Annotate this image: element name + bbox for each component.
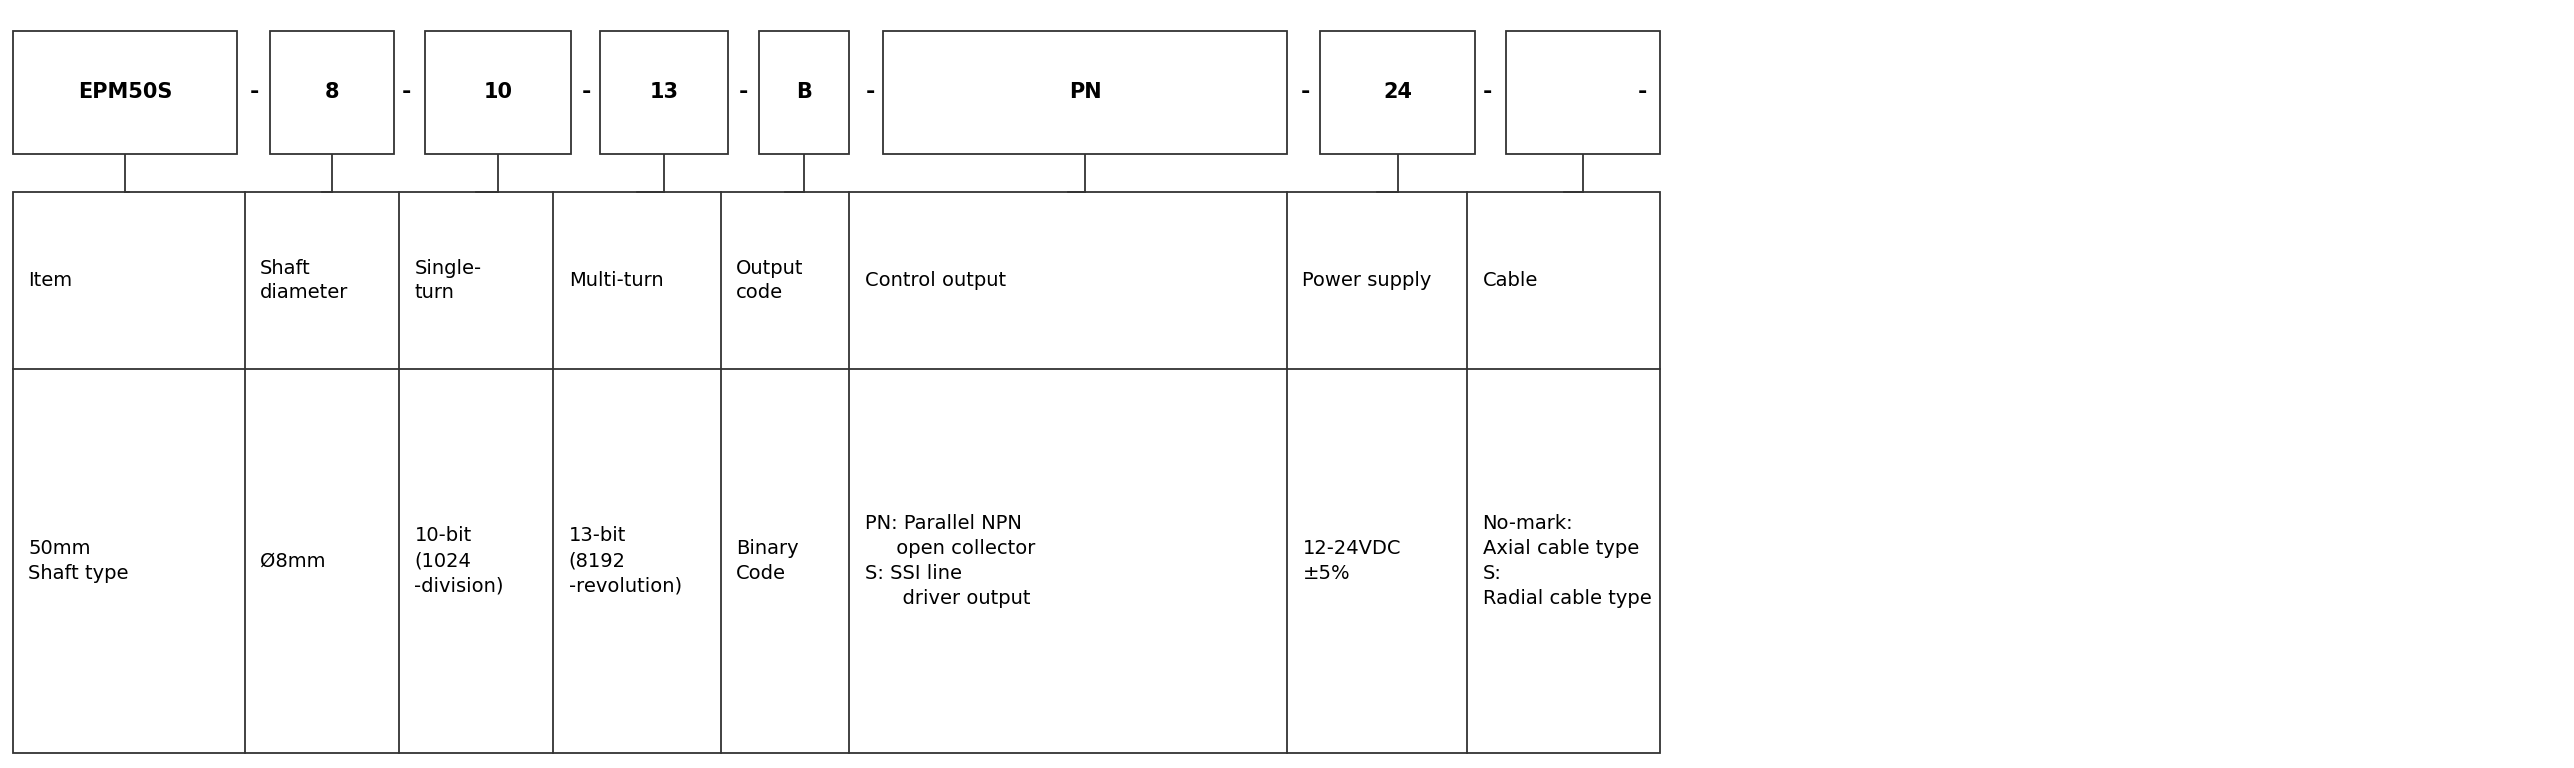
Text: Output
code: Output code — [736, 259, 803, 302]
Text: 13: 13 — [649, 82, 680, 102]
Text: Item: Item — [28, 271, 72, 290]
Bar — [13, 192, 1660, 753]
Text: 24: 24 — [1382, 82, 1413, 102]
Text: 12-24VDC
±5%: 12-24VDC ±5% — [1302, 538, 1400, 583]
Text: Binary
Code: Binary Code — [736, 538, 798, 583]
Text: 8: 8 — [324, 82, 340, 102]
Text: No-mark:
Axial cable type
S:
Radial cable type: No-mark: Axial cable type S: Radial cabl… — [1483, 514, 1653, 607]
Bar — [270, 31, 394, 154]
Bar — [1506, 31, 1660, 154]
Bar — [1320, 31, 1475, 154]
Text: PN: PN — [1068, 82, 1102, 102]
Text: -: - — [1637, 82, 1647, 102]
Text: Cable: Cable — [1483, 271, 1539, 290]
Bar — [13, 31, 237, 154]
Text: Power supply: Power supply — [1302, 271, 1431, 290]
Text: -: - — [1300, 82, 1310, 102]
Text: -: - — [402, 82, 412, 102]
Bar — [883, 31, 1287, 154]
Text: -: - — [250, 82, 260, 102]
Text: Control output: Control output — [865, 271, 1006, 290]
Text: -: - — [1483, 82, 1493, 102]
Text: EPM50S: EPM50S — [77, 82, 172, 102]
Text: -: - — [582, 82, 592, 102]
Text: 10-bit
(1024
-division): 10-bit (1024 -division) — [414, 526, 505, 595]
Text: PN: Parallel NPN
     open collector
S: SSI line
      driver output: PN: Parallel NPN open collector S: SSI l… — [865, 514, 1035, 607]
Bar — [425, 31, 571, 154]
Text: B: B — [795, 82, 813, 102]
Text: 10: 10 — [484, 82, 512, 102]
Text: Shaft
diameter: Shaft diameter — [260, 259, 347, 302]
Text: -: - — [865, 82, 875, 102]
Bar — [759, 31, 849, 154]
Text: Single-
turn: Single- turn — [414, 259, 481, 302]
Text: -: - — [739, 82, 749, 102]
Text: 13-bit
(8192
-revolution): 13-bit (8192 -revolution) — [569, 526, 682, 595]
Text: Multi-turn: Multi-turn — [569, 271, 664, 290]
Text: Ø8mm: Ø8mm — [260, 551, 324, 570]
Bar — [600, 31, 728, 154]
Text: 50mm
Shaft type: 50mm Shaft type — [28, 538, 129, 583]
